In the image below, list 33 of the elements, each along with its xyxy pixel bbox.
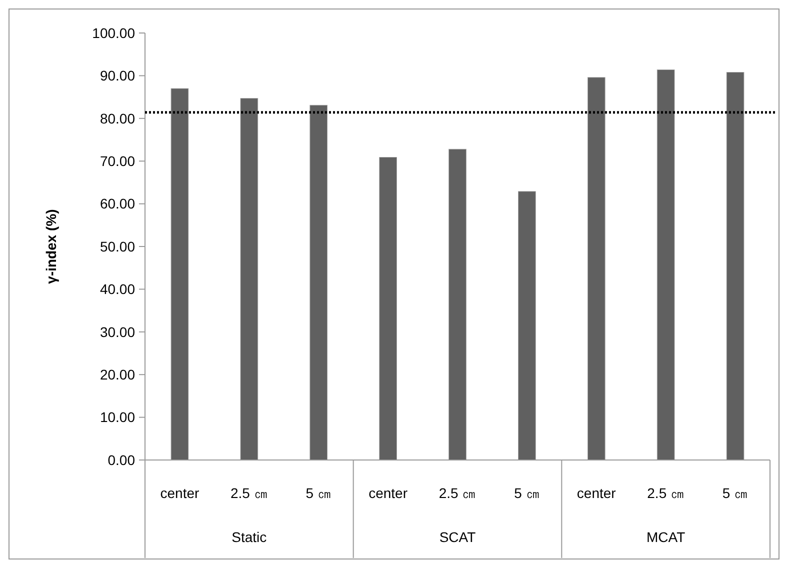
bar	[448, 148, 466, 460]
y-tick-label: 10.00	[100, 409, 136, 426]
x-tick-label: center	[160, 485, 200, 501]
y-tick-label: 50.00	[100, 238, 136, 254]
y-axis-title: γ-index (%)	[43, 209, 59, 284]
bar	[518, 191, 536, 460]
bar	[240, 98, 258, 460]
y-tick-label: 20.00	[100, 366, 136, 382]
y-tick-label: 40.00	[100, 281, 136, 298]
x-tick-label: center	[576, 485, 616, 501]
y-tick-label: 0.00	[108, 452, 136, 468]
y-tick-label: 30.00	[100, 324, 136, 340]
x-tick-label: center	[368, 485, 408, 501]
x-tick-label: 5 ㎝	[722, 485, 748, 501]
x-tick-label: 2.5 ㎝	[230, 485, 268, 501]
x-tick-label: 2.5 ㎝	[647, 485, 685, 501]
y-tick-label: 100.00	[92, 24, 136, 41]
bar	[587, 77, 606, 460]
x-tick-label: 5 ㎝	[514, 485, 540, 501]
x-tick-label: 2.5 ㎝	[438, 485, 476, 501]
text: MCAT	[646, 529, 686, 545]
bar	[310, 104, 328, 460]
y-tick-label: 90.00	[100, 68, 136, 84]
bar	[656, 69, 675, 460]
bar	[379, 157, 397, 460]
y-tick-label: 80.00	[100, 110, 136, 126]
text: SCAT	[439, 529, 476, 545]
y-tick-label: 60.00	[100, 196, 136, 212]
x-tick-label: 5 ㎝	[306, 485, 332, 501]
bar	[726, 72, 744, 460]
y-tick-label: 70.00	[100, 153, 136, 169]
text: Static	[232, 529, 267, 545]
bar	[170, 88, 189, 460]
